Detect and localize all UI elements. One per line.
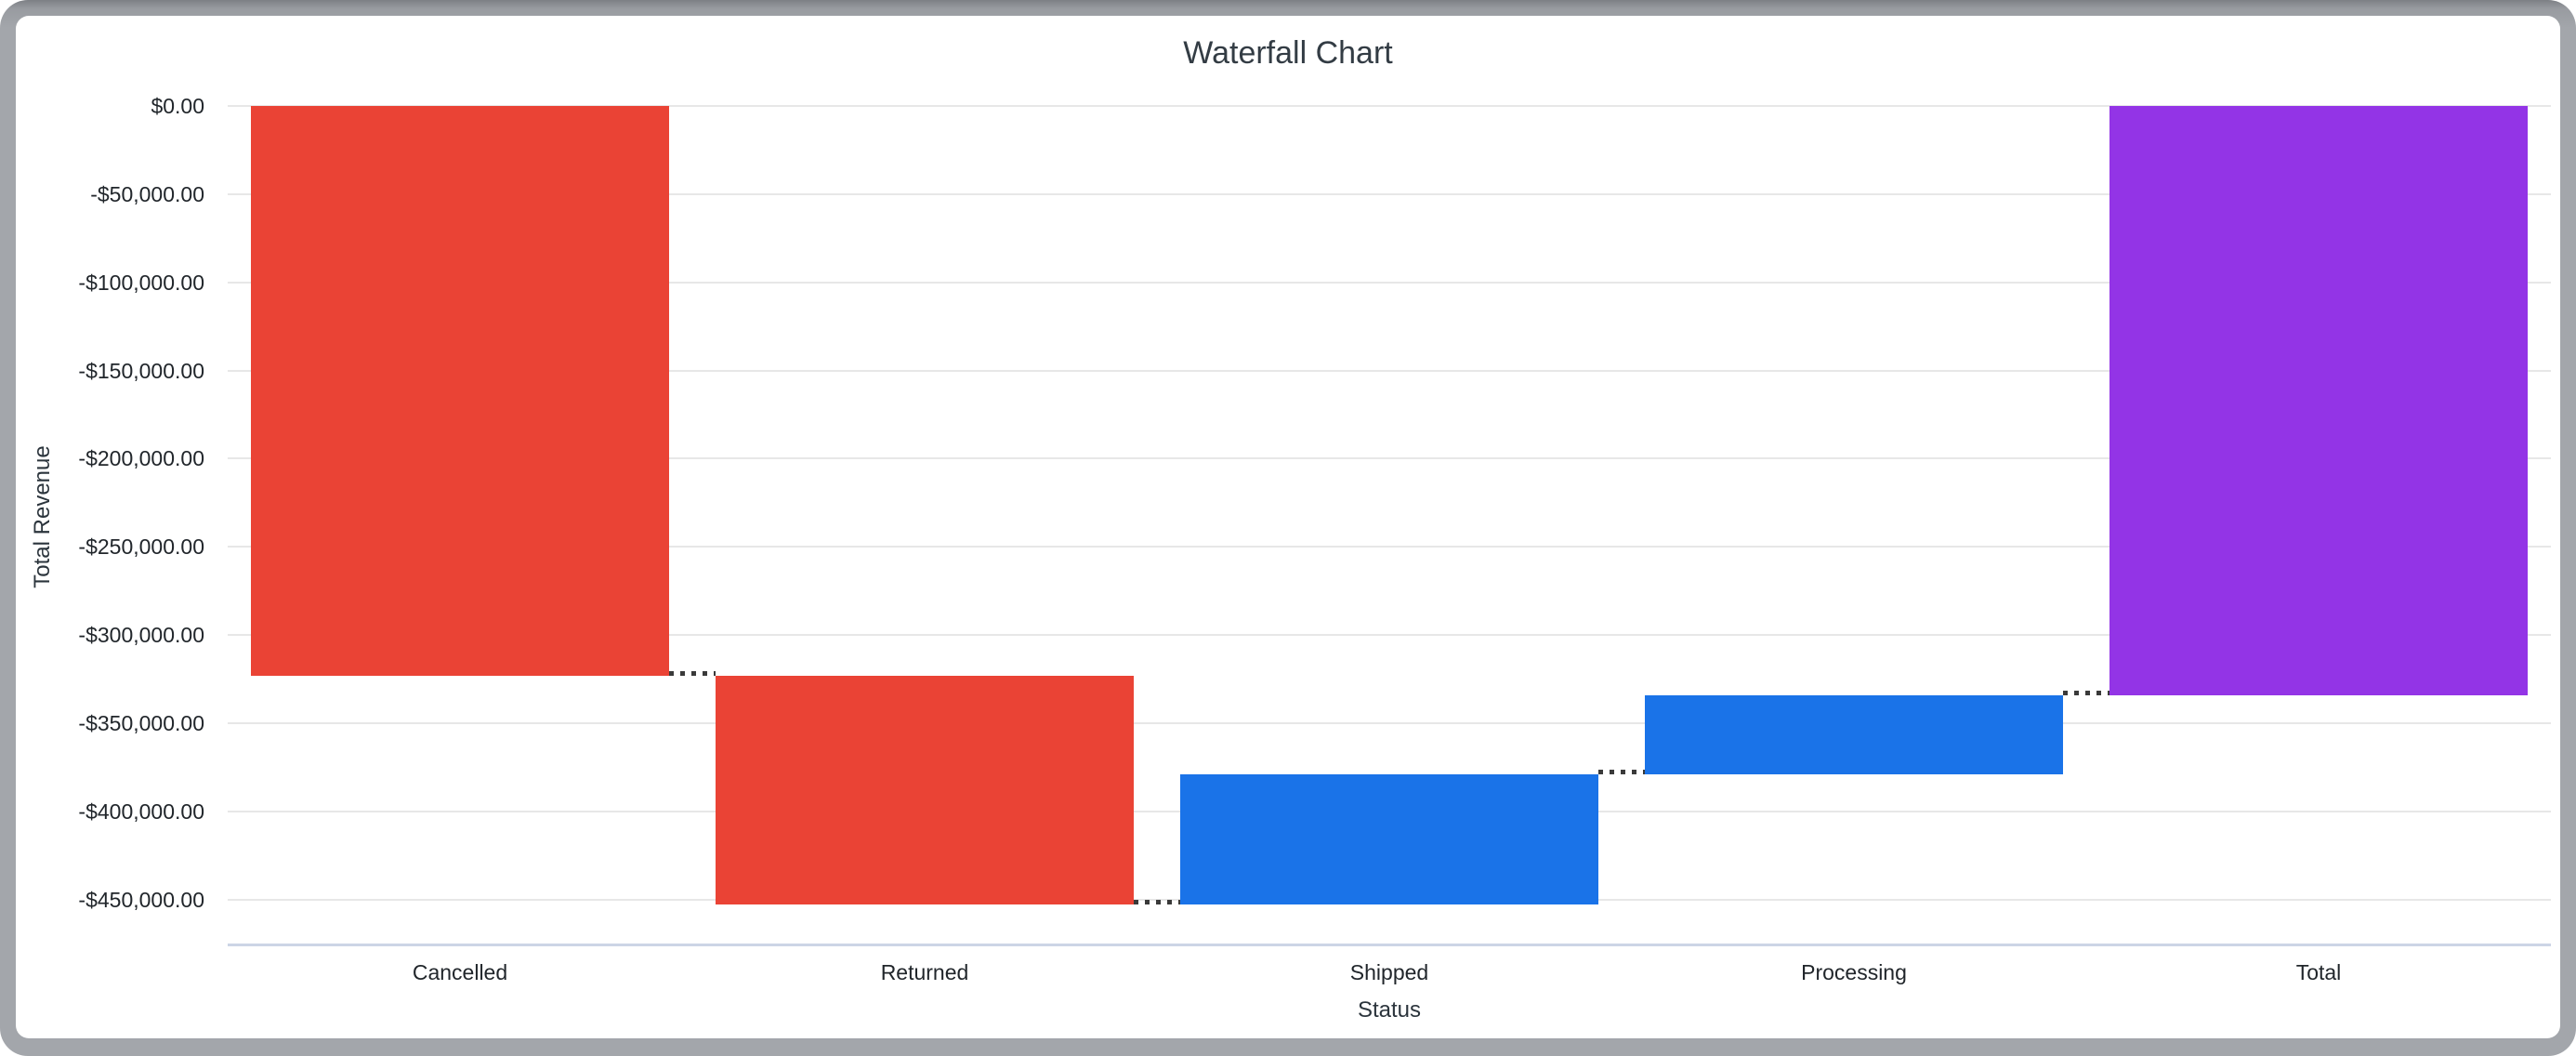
bar-returned[interactable]	[716, 676, 1134, 904]
x-label-returned: Returned	[880, 960, 969, 984]
bar-processing[interactable]	[1645, 695, 2063, 775]
gridline	[228, 105, 2551, 107]
y-tick-label: -$400,000.00	[78, 799, 204, 824]
connector-line	[2063, 691, 2109, 696]
y-tick-label: -$300,000.00	[78, 623, 204, 648]
y-tick-label: -$450,000.00	[78, 887, 204, 912]
gridline	[228, 192, 2551, 195]
y-tick-label: -$200,000.00	[78, 446, 204, 471]
y-tick-label: -$250,000.00	[78, 535, 204, 560]
x-label-shipped: Shipped	[1349, 960, 1429, 984]
chart-title: Waterfall Chart	[1183, 35, 1393, 71]
gridline	[228, 369, 2551, 372]
gridline	[228, 546, 2551, 548]
bar-cancelled[interactable]	[251, 106, 669, 677]
connector-line	[1134, 899, 1180, 904]
gridline	[228, 281, 2551, 284]
y-tick-label: -$150,000.00	[78, 358, 204, 383]
x-axis-baseline	[228, 944, 2551, 946]
y-tick-label: -$100,000.00	[78, 270, 204, 295]
bar-total[interactable]	[2109, 106, 2528, 696]
y-tick-label: -$350,000.00	[78, 710, 204, 735]
x-label-cancelled: Cancelled	[412, 960, 508, 984]
y-tick-label: -$50,000.00	[90, 181, 204, 206]
gridline	[228, 457, 2551, 460]
bar-shipped[interactable]	[1180, 774, 1598, 904]
gridline	[228, 721, 2551, 724]
connector-line	[669, 671, 716, 677]
x-axis-title: Status	[1357, 997, 1422, 1023]
connector-line	[1598, 770, 1645, 775]
gridline	[228, 634, 2551, 637]
x-label-processing: Processing	[1801, 960, 1907, 984]
y-tick-label: $0.00	[151, 94, 204, 118]
x-label-total: Total	[2295, 960, 2342, 984]
